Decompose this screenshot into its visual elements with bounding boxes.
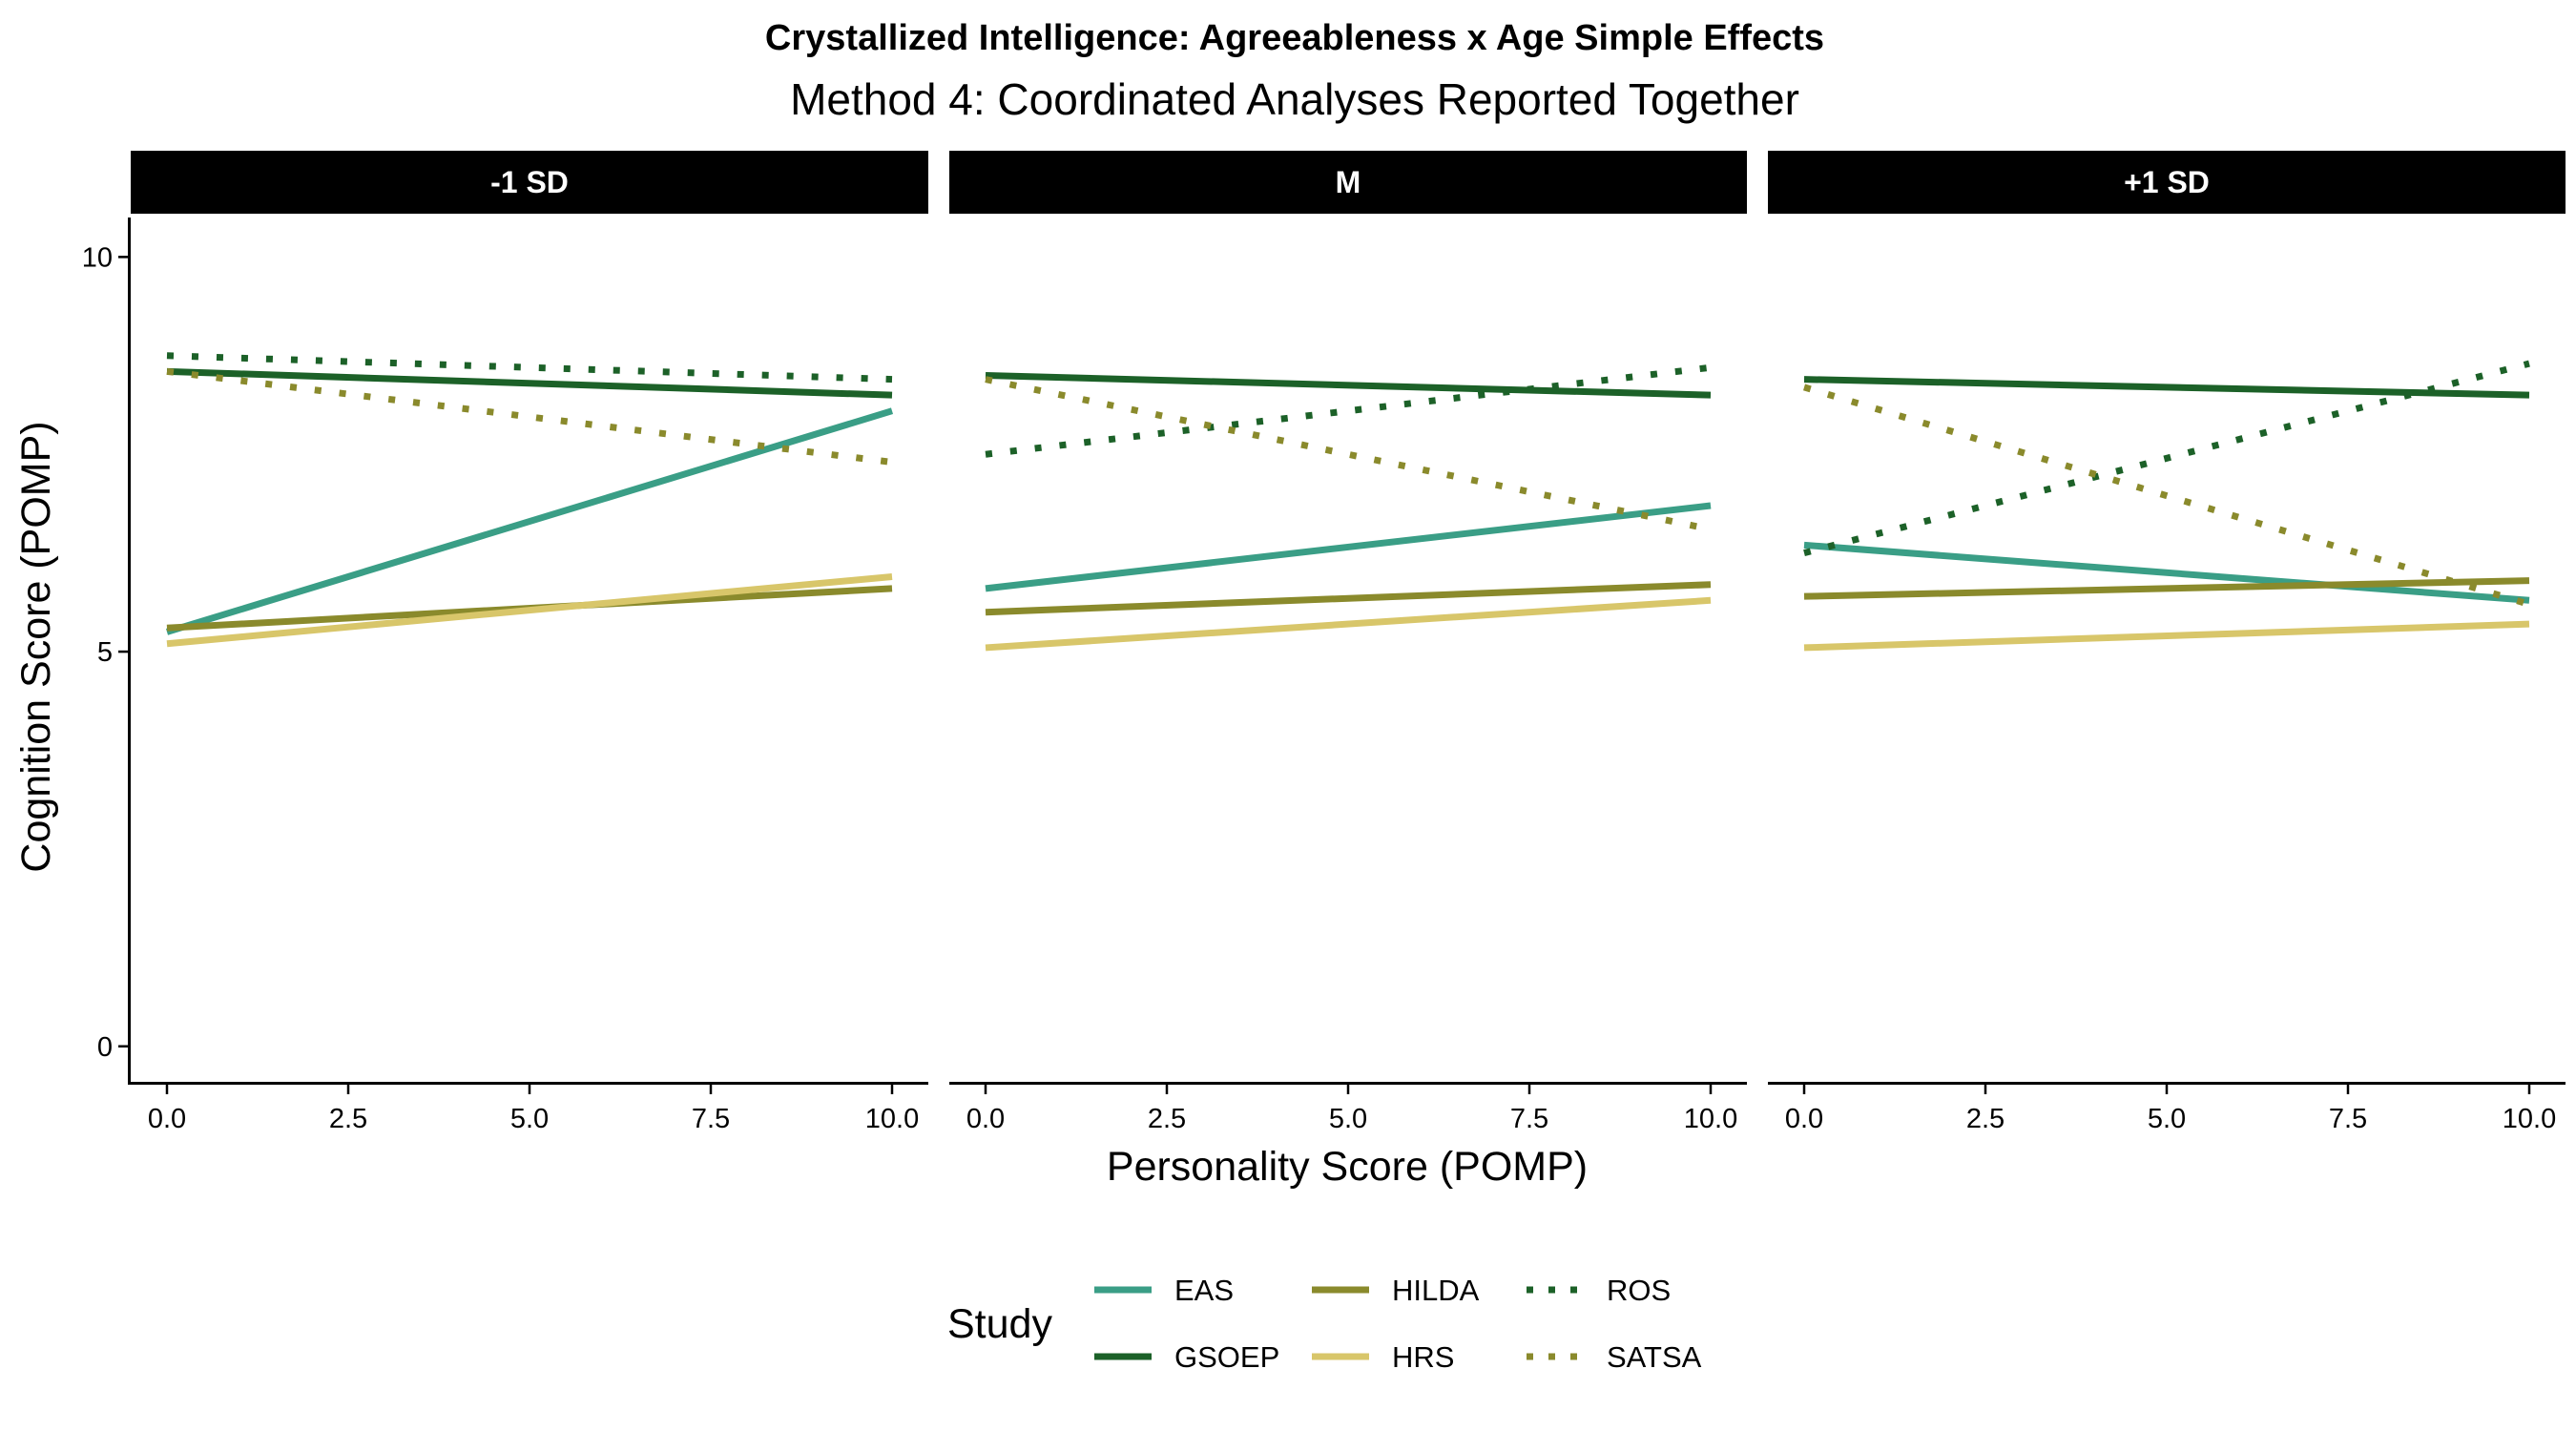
x-tick-label: 2.5 [329,1104,367,1134]
panel-0: -1 SD 0.0 2.5 5.0 7.5 10.0 0 5 10 [82,151,928,1134]
series-line-satsa [1802,384,2531,608]
x-tick-label: 5.0 [510,1104,549,1134]
x-tick-label: 7.5 [1510,1104,1548,1134]
legend-title: Study [947,1301,1052,1347]
series-line-gsoep [985,371,1712,399]
legend-label-satsa: SATSA [1607,1340,1702,1374]
series-line-eas [165,407,894,635]
y-tick-label: 10 [82,242,113,273]
series-line-gsoep [1803,376,2530,399]
series-line-satsa [985,376,1712,533]
series-line-eas [985,502,1712,592]
panel-1: M 0.0 2.5 5.0 7.5 10.0 [949,151,1747,1134]
legend-label-ros: ROS [1607,1274,1671,1307]
facet-strip [1768,151,2566,214]
panel-2: +1 SD 0.0 2.5 5.0 7.5 10.0 [1768,151,2566,1134]
x-tick-label: 10.0 [865,1104,919,1134]
facet-strip-label: M [1336,165,1361,199]
facet-strip-label: -1 SD [490,165,569,199]
x-tick-label: 0.0 [966,1104,1005,1134]
y-tick-label: 5 [97,637,113,668]
x-tick-label: 10.0 [1684,1104,1737,1134]
series-line-hrs [166,572,893,648]
series-line-hilda [1803,577,2530,600]
x-tick-label: 2.5 [1966,1104,2005,1134]
x-tick-label: 5.0 [2148,1104,2186,1134]
facet-panels: -1 SD 0.0 2.5 5.0 7.5 10.0 0 5 10 M 0.0 2.5 5.0 7.5 10… [82,151,2566,1134]
y-tick-label: 0 [97,1032,113,1063]
x-tick-label: 7.5 [2329,1104,2367,1134]
x-axis-title: Personality Score (POMP) [1107,1144,1588,1190]
facet-strip-label: +1 SD [2124,165,2210,199]
x-tick-label: 0.0 [148,1104,186,1134]
legend-label-eas: EAS [1174,1274,1234,1307]
series-line-gsoep [166,367,893,399]
facet-strip [131,151,928,214]
series-line-hilda [985,581,1712,616]
legend-items: EAS GSOEP HILDA HRS ROS SATSA [1094,1274,1702,1374]
series-line-hrs [1803,620,2530,652]
facet-strip [949,151,1747,214]
x-tick-label: 10.0 [2503,1104,2556,1134]
legend: Study EAS GSOEP HILDA HRS ROS SATSA [947,1274,1702,1374]
x-tick-label: 7.5 [692,1104,730,1134]
series-line-hrs [985,596,1712,652]
legend-label-gsoep: GSOEP [1174,1340,1279,1374]
legend-label-hilda: HILDA [1392,1274,1480,1307]
series-line-ros [1803,360,2530,557]
chart-title: Crystallized Intelligence: Agreeableness… [765,18,1824,58]
x-tick-label: 5.0 [1329,1104,1367,1134]
y-axis-title: Cognition Score (POMP) [13,421,59,872]
legend-label-hrs: HRS [1392,1340,1454,1374]
axis-titles: Personality Score (POMP) Cognition Score… [13,421,1588,1190]
x-tick-label: 0.0 [1785,1104,1823,1134]
x-tick-label: 2.5 [1148,1104,1186,1134]
series-line-eas [1803,541,2530,604]
chart-subtitle: Method 4: Coordinated Analyses Reported … [790,74,1799,124]
